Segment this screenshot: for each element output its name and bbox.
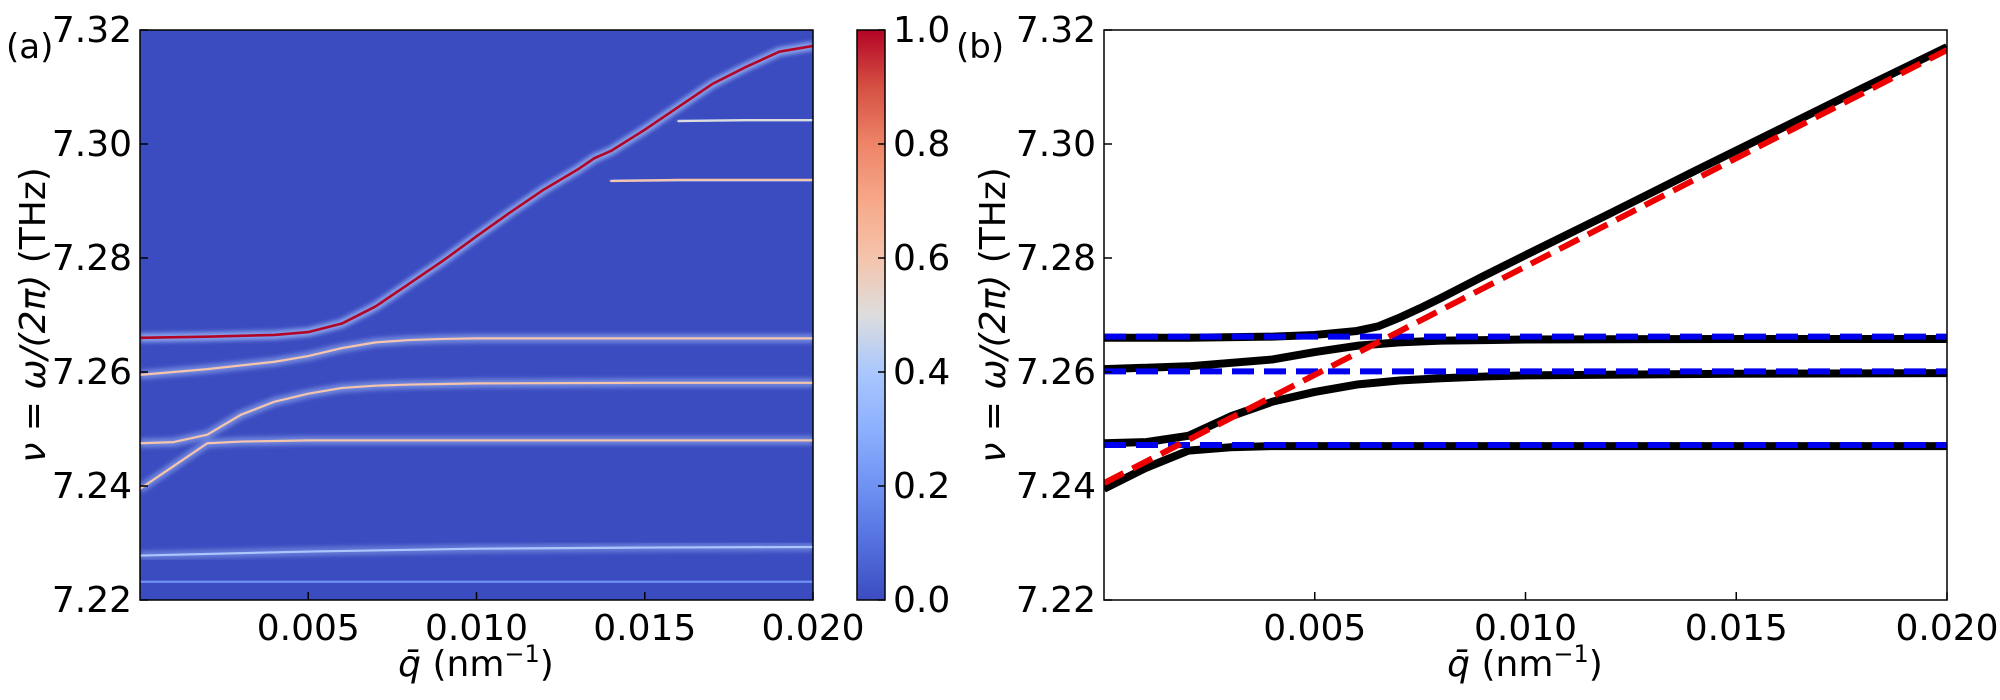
- ridge-upper-polariton: [140, 44, 813, 340]
- panel-b-y-tick-label: 7.28: [1016, 238, 1096, 279]
- colorbar-tick-label: 0.8: [893, 124, 950, 165]
- panel-b-x-ticks: 0.005 0.010 0.015 0.020: [1263, 592, 1999, 649]
- panel-b-y-tick-label: 7.32: [1016, 10, 1096, 51]
- panel-b-y-tick-label: 7.26: [1016, 352, 1096, 393]
- panel-a-x-axis-label: q̄ (nm−1): [398, 640, 554, 685]
- panel-b-series: [1104, 43, 1947, 493]
- colorbar: 0.0 0.2 0.4 0.6 0.8 1.0: [856, 10, 950, 621]
- panel-a-y-tick-label: 7.22: [52, 580, 132, 621]
- panel-a-y-tick-label: 7.26: [52, 352, 132, 393]
- panel-b-line-chart: (b) 0.005 0.010 0.015 0.020 7.227.247.267.2…: [956, 10, 1999, 685]
- panel-b-label: (b): [956, 27, 1004, 67]
- ridge-flat-7.304: [677, 118, 813, 123]
- panel-a-label: (a): [6, 27, 53, 67]
- panel-a-x-tick-label: 0.020: [761, 608, 864, 649]
- ridge-flat-7.293: [610, 178, 813, 183]
- ridge-branch-2: [140, 381, 813, 445]
- panel-b-x-tick-label: 0.020: [1895, 608, 1998, 649]
- panel-a-y-tick-label: 7.24: [52, 466, 132, 507]
- panel-a-x-tick-label: 0.005: [257, 608, 360, 649]
- series-red-dashed-7: [1104, 47, 1947, 486]
- heatmap-ridges: [140, 41, 813, 587]
- colorbar-ticks: 0.0 0.2 0.4 0.6 0.8 1.0: [878, 10, 950, 621]
- panel-a-heatmap: (a) 0.005 0.010 0.015 0.020 7.227.247.267.2…: [6, 10, 865, 685]
- colorbar-gradient: [856, 29, 886, 601]
- heatmap-background: [140, 30, 813, 600]
- panel-b-x-axis-label: q̄ (nm−1): [1447, 640, 1603, 685]
- panel-a-y-tick-label: 7.28: [52, 238, 132, 279]
- series-black-solid-3: [1104, 43, 1947, 342]
- panel-a-y-axis-label: ν = ω/(2π) (THz): [13, 167, 54, 463]
- colorbar-tick-label: 0.0: [893, 580, 950, 621]
- panel-b-y-tick-label: 7.22: [1016, 580, 1096, 621]
- ridge-photon-polariton: [140, 439, 813, 490]
- panel-b-y-tick-label: 7.24: [1016, 466, 1096, 507]
- ridge-branch-3: [140, 337, 813, 376]
- colorbar-tick-label: 0.2: [893, 466, 950, 507]
- panel-a-y-ticks: 7.22 7.24 7.26 7.28 7.30 7.32: [52, 10, 148, 621]
- panel-a-x-tick-label: 0.015: [593, 608, 696, 649]
- colorbar-tick-label: 0.6: [893, 238, 950, 279]
- ridge-flat-7.229: [140, 545, 813, 557]
- colorbar-tick-label: 0.4: [893, 352, 950, 393]
- series-black-solid-1: [1104, 369, 1947, 448]
- panel-a-x-ticks: 0.005 0.010 0.015 0.020: [257, 592, 865, 649]
- panel-b-x-tick-label: 0.005: [1263, 608, 1366, 649]
- panel-b-y-axis-label: ν = ω/(2π) (THz): [973, 167, 1014, 463]
- panel-b-y-tick-label: 7.30: [1016, 124, 1096, 165]
- panel-a-y-tick-label: 7.32: [52, 10, 132, 51]
- panel-a-y-tick-label: 7.30: [52, 124, 132, 165]
- panel-b-x-tick-label: 0.015: [1685, 608, 1788, 649]
- colorbar-tick-label: 1.0: [893, 10, 950, 51]
- panel-a-x-tick-label: 0.010: [425, 608, 528, 649]
- panel-b-y-ticks: 7.22 7.24 7.26 7.28 7.30 7.32: [1016, 10, 1112, 621]
- panel-b-x-tick-label: 0.010: [1474, 608, 1577, 649]
